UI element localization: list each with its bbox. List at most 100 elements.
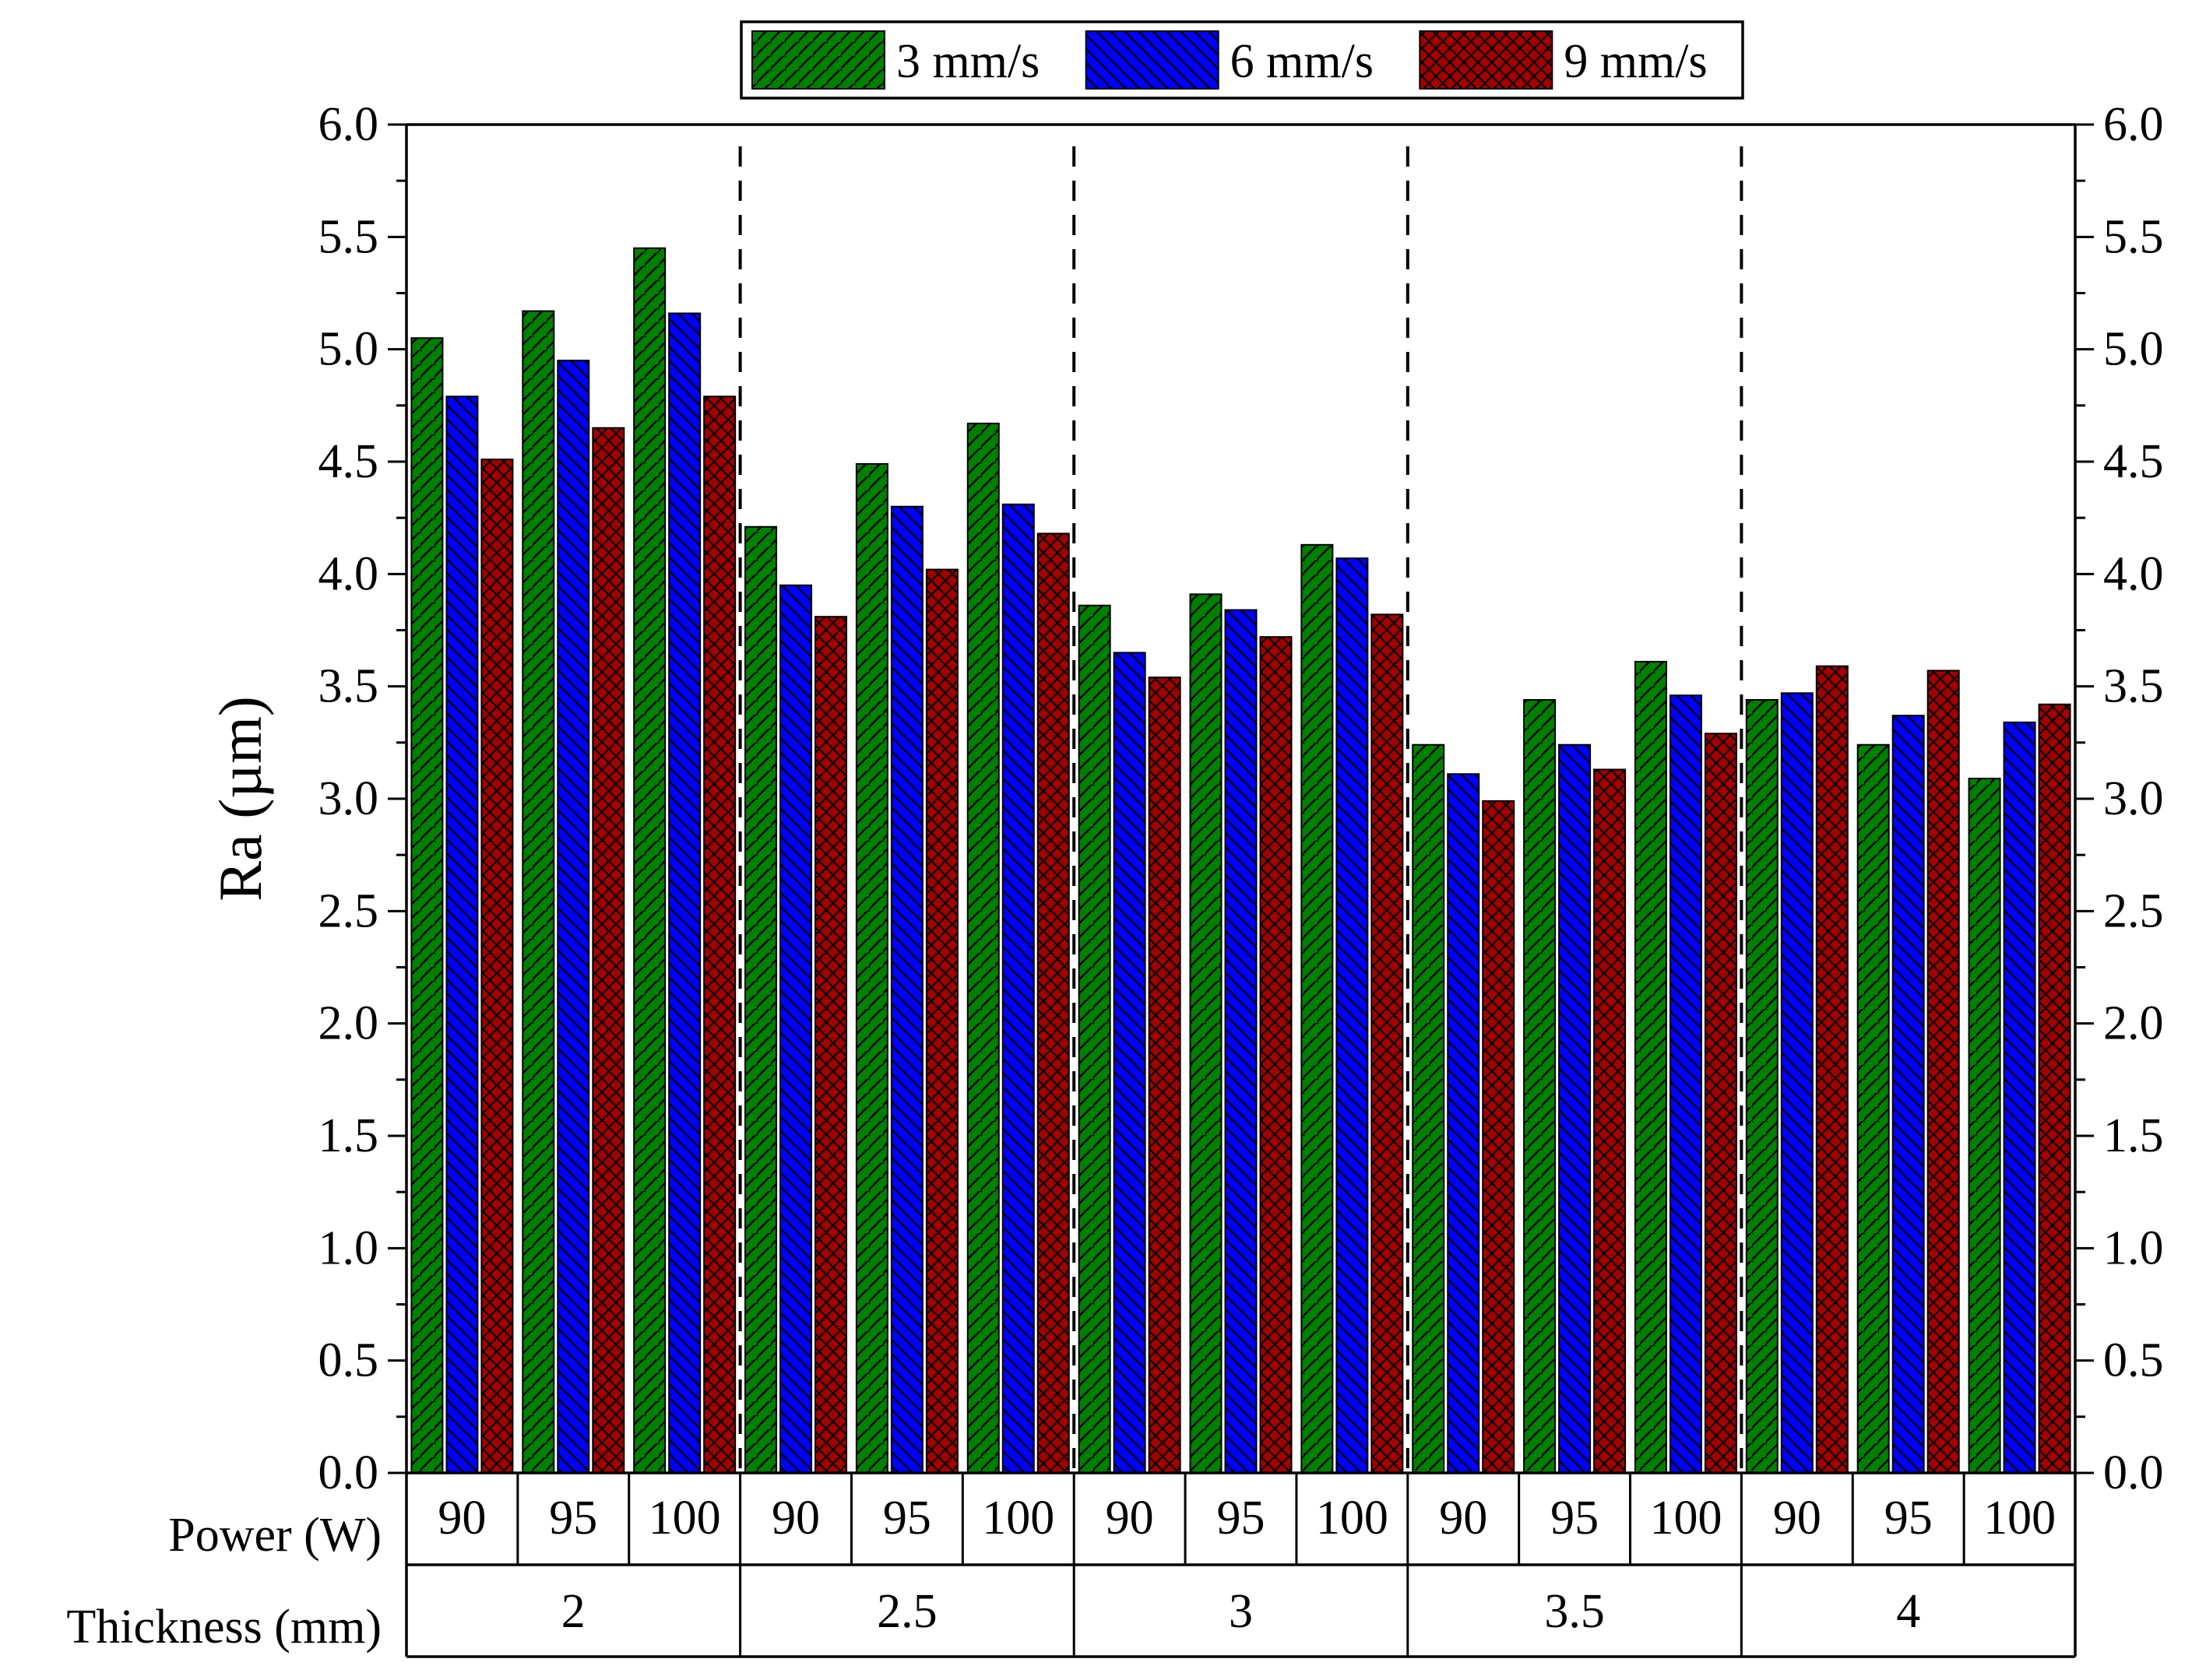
power-row-title: Power (W) bbox=[168, 1509, 382, 1562]
y-tick-label-left: 5.0 bbox=[318, 323, 379, 376]
bar bbox=[1856, 743, 1890, 1474]
bar bbox=[1558, 743, 1592, 1474]
y-tick-label-left: 0.5 bbox=[318, 1334, 379, 1387]
bar-hatch bbox=[1113, 652, 1146, 1474]
bar bbox=[1148, 677, 1181, 1474]
power-label: 90 bbox=[1439, 1492, 1487, 1545]
y-tick-label-left: 3.5 bbox=[318, 660, 379, 713]
thickness-label: 2.5 bbox=[877, 1585, 938, 1638]
bar bbox=[522, 310, 555, 1474]
bar-hatch bbox=[522, 310, 555, 1474]
bar-hatch bbox=[1300, 543, 1334, 1474]
bar bbox=[1001, 503, 1035, 1474]
bar-hatch bbox=[1634, 660, 1667, 1474]
bar bbox=[1335, 557, 1369, 1474]
bar-hatch bbox=[925, 568, 959, 1474]
category-table: 90 95 100 90 95 100 90 95 100 90 95 100 90 95 100 2 2.5 3… bbox=[66, 1473, 2077, 1658]
group-separators bbox=[738, 146, 1743, 1473]
legend-label: 9 mm/s bbox=[1564, 35, 1707, 88]
bar bbox=[1412, 743, 1445, 1474]
bar-hatch bbox=[1078, 604, 1111, 1474]
y-tick-label-right: 5.5 bbox=[2103, 210, 2164, 263]
bar bbox=[1523, 698, 1557, 1474]
bar bbox=[1745, 698, 1779, 1474]
bar-hatch bbox=[1926, 670, 1960, 1474]
y-tick-label-right: 5.0 bbox=[2103, 323, 2164, 376]
bar bbox=[410, 337, 444, 1474]
bar-hatch bbox=[1224, 609, 1258, 1474]
thickness-row-title: Thickness (mm) bbox=[66, 1601, 382, 1654]
series-3-mm-s bbox=[410, 247, 2001, 1474]
bar bbox=[890, 505, 924, 1474]
y-tick-label-right: 4.5 bbox=[2103, 435, 2164, 488]
bar bbox=[1224, 609, 1258, 1474]
bar-hatch bbox=[1412, 743, 1445, 1474]
power-label: 95 bbox=[549, 1492, 597, 1545]
bar bbox=[1815, 665, 1849, 1474]
series-6-mm-s bbox=[445, 312, 2036, 1474]
power-label: 100 bbox=[982, 1492, 1054, 1545]
power-label: 90 bbox=[1106, 1492, 1154, 1545]
legend-swatch-hatch bbox=[1085, 30, 1219, 90]
bar-hatch bbox=[1148, 677, 1181, 1474]
bar bbox=[480, 459, 514, 1474]
y-tick-label-left: 6.0 bbox=[318, 98, 379, 151]
bar bbox=[744, 525, 778, 1474]
power-label: 100 bbox=[1649, 1492, 1722, 1545]
legend-swatch-hatch bbox=[1419, 30, 1553, 90]
y-tick-label-left: 2.5 bbox=[318, 884, 379, 937]
power-label: 90 bbox=[1773, 1492, 1821, 1545]
bar-hatch bbox=[1856, 743, 1890, 1474]
bar-hatch bbox=[855, 462, 888, 1474]
bar-hatch bbox=[1745, 698, 1779, 1474]
bar bbox=[445, 395, 479, 1474]
y-tick-label-right: 3.0 bbox=[2103, 772, 2164, 825]
axes: 0.0 0.0 0.5 0.5 1.0 1.0 1.5 1.5 2.0 2.0 2.5 2.5 3.0 3… bbox=[318, 98, 2164, 1499]
y-tick-label-left: 4.0 bbox=[318, 547, 379, 600]
bar-hatch bbox=[1189, 593, 1223, 1474]
power-label: 95 bbox=[883, 1492, 931, 1545]
power-label: 95 bbox=[1217, 1492, 1265, 1545]
bar-hatch bbox=[1891, 715, 1925, 1474]
bar bbox=[814, 616, 848, 1474]
y-tick-label-left: 5.5 bbox=[318, 210, 379, 263]
y-tick-label-left: 0.0 bbox=[318, 1446, 379, 1499]
legend-item: 3 mm/s bbox=[751, 30, 1040, 90]
bar-hatch bbox=[1815, 665, 1849, 1474]
bar-hatch bbox=[445, 395, 479, 1474]
bar bbox=[1259, 636, 1293, 1474]
bar-hatch bbox=[779, 584, 813, 1474]
bar bbox=[855, 462, 888, 1474]
power-label: 90 bbox=[438, 1492, 486, 1545]
bar-hatch bbox=[1370, 613, 1404, 1474]
y-tick-label-left: 1.5 bbox=[318, 1109, 379, 1162]
bar bbox=[1968, 778, 2001, 1474]
bar bbox=[1036, 532, 1070, 1474]
bar bbox=[925, 568, 959, 1474]
bar-hatch bbox=[966, 422, 1000, 1474]
thickness-label: 2 bbox=[561, 1585, 586, 1638]
y-tick-label-left: 3.0 bbox=[318, 772, 379, 825]
bar bbox=[1891, 715, 1925, 1474]
bar bbox=[1634, 660, 1667, 1474]
thickness-label: 4 bbox=[1896, 1585, 1920, 1638]
bar-hatch bbox=[1482, 800, 1515, 1474]
bar-hatch bbox=[2038, 703, 2071, 1474]
power-label: 95 bbox=[1550, 1492, 1599, 1545]
y-tick-label-left: 1.0 bbox=[318, 1221, 379, 1274]
y-tick-label-right: 0.0 bbox=[2103, 1446, 2164, 1499]
bar-hatch bbox=[1447, 773, 1480, 1474]
bar bbox=[1189, 593, 1223, 1474]
bar bbox=[668, 312, 702, 1474]
bar bbox=[1704, 733, 1737, 1474]
y-tick-label-right: 1.5 bbox=[2103, 1109, 2164, 1162]
legend-box bbox=[740, 20, 1744, 100]
bar bbox=[1482, 800, 1515, 1474]
y-tick-label-right: 1.0 bbox=[2103, 1221, 2164, 1274]
bar bbox=[1113, 652, 1146, 1474]
y-tick-label-right: 2.0 bbox=[2103, 997, 2164, 1050]
bar bbox=[1370, 613, 1404, 1474]
series-9-mm-s bbox=[480, 395, 2071, 1474]
